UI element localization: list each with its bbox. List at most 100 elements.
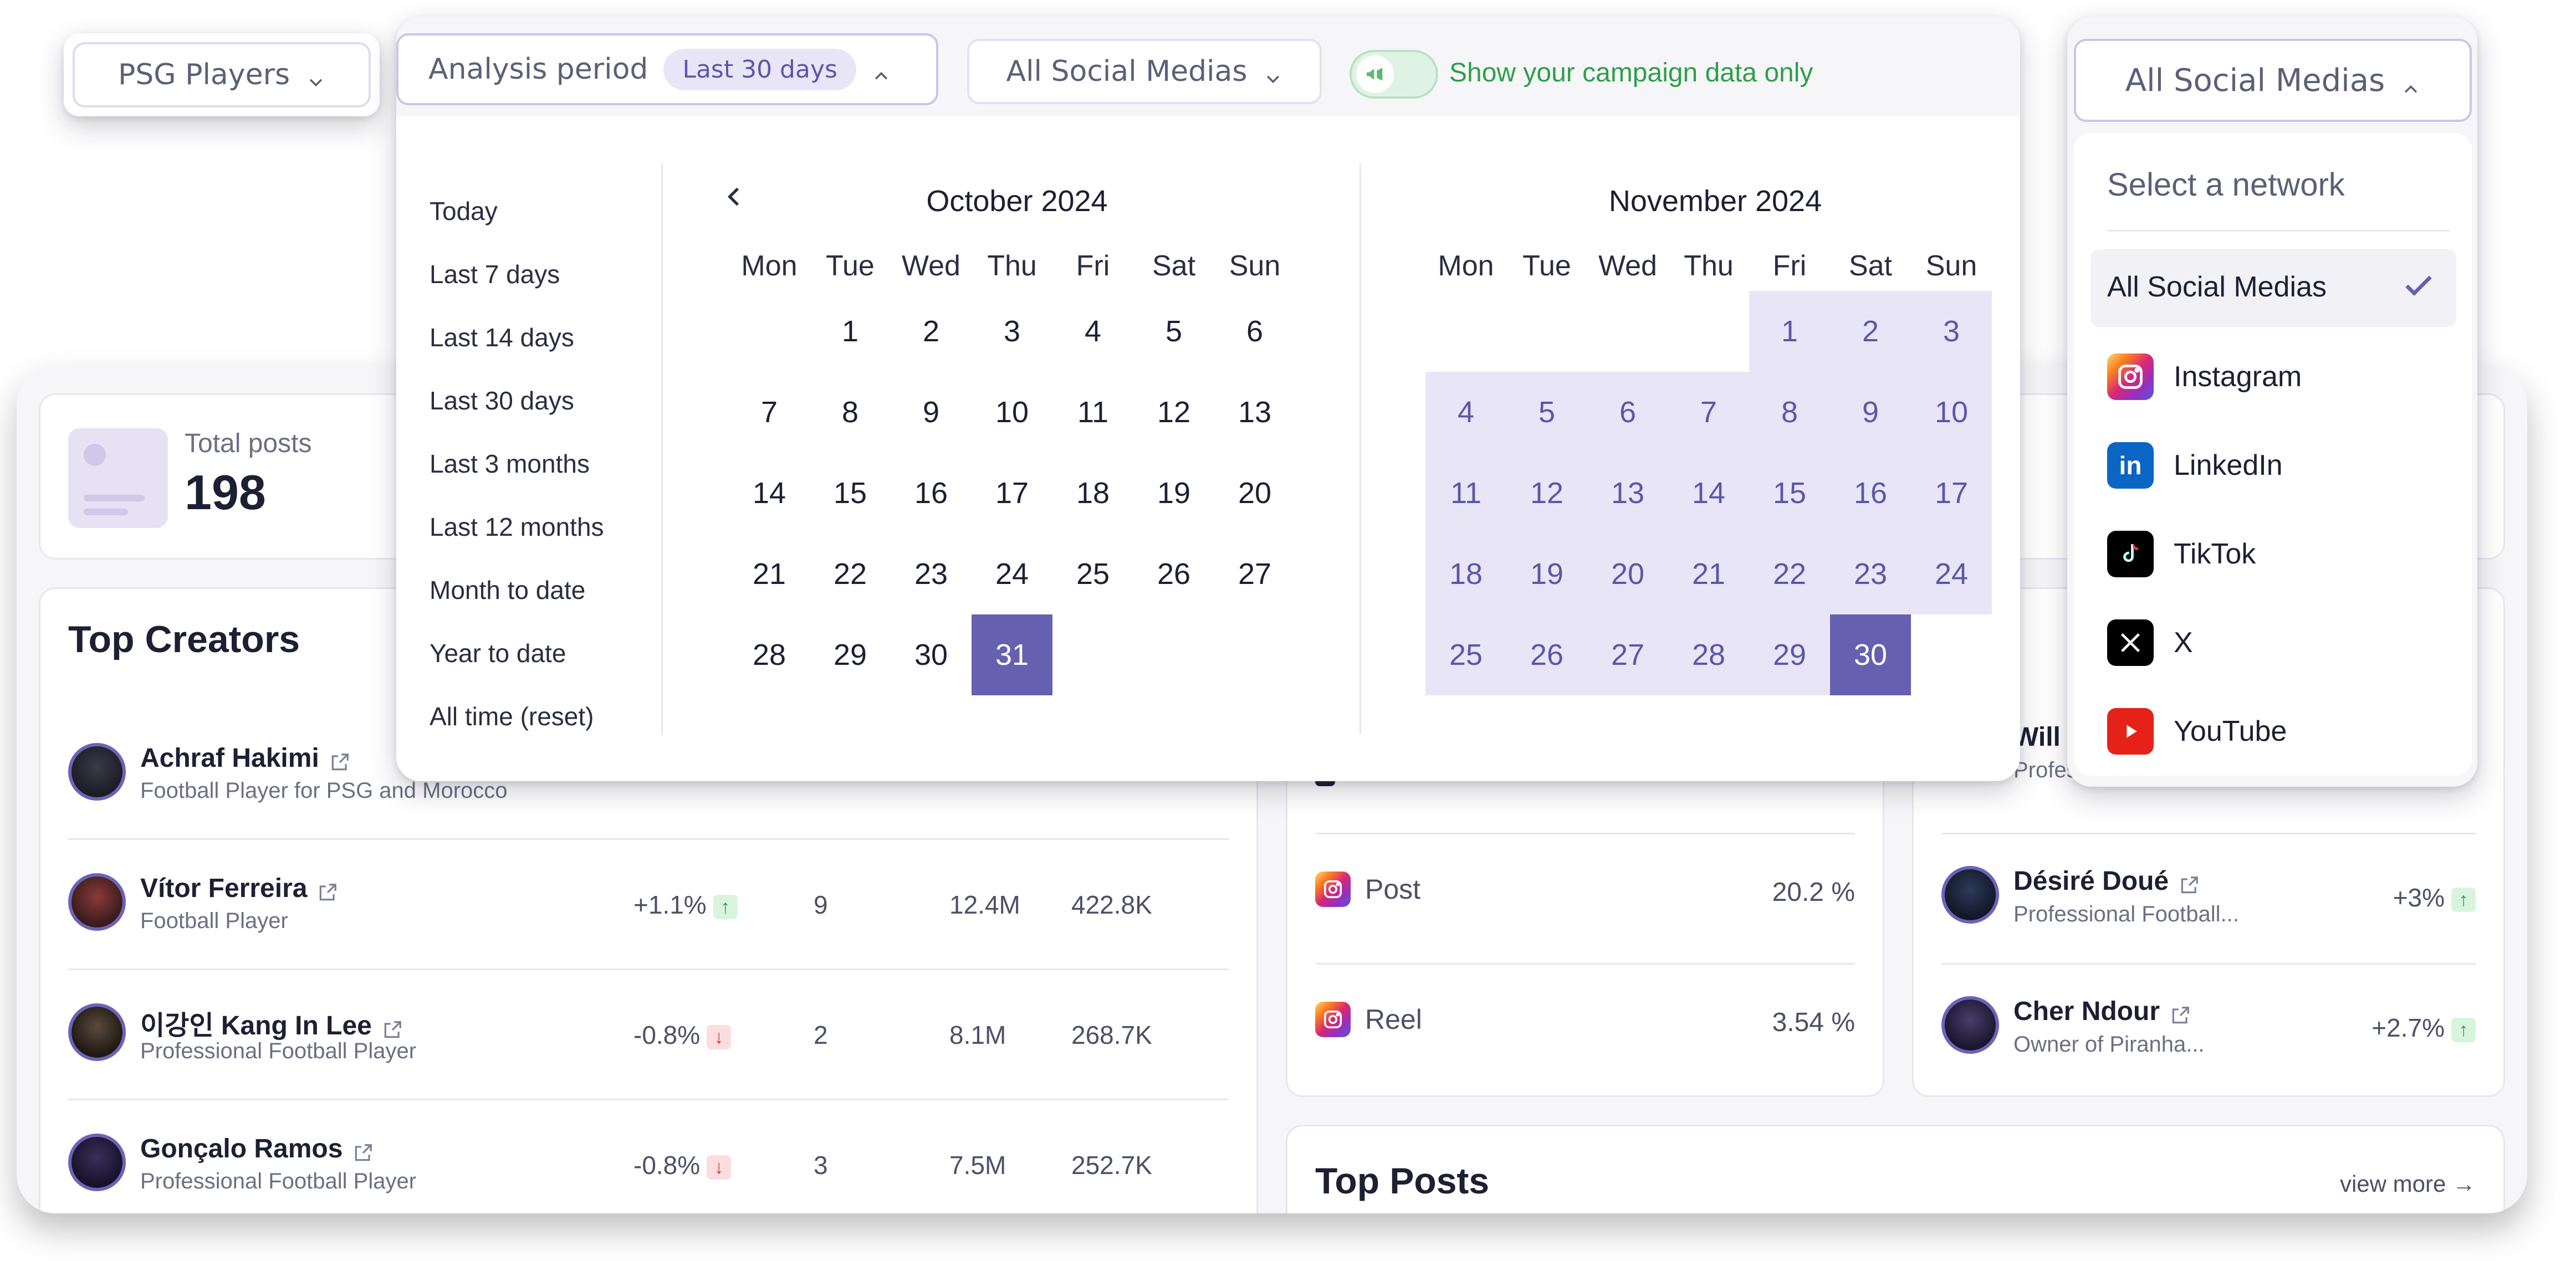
preset-year-to-date[interactable]: Year to date: [430, 639, 566, 668]
calendar-day[interactable]: 13: [1238, 396, 1272, 429]
creator-name[interactable]: Achraf Hakimi: [140, 743, 350, 773]
network-dropdown-button[interactable]: All Social Medias: [2074, 39, 2472, 122]
calendar-day[interactable]: 8: [841, 396, 859, 429]
calendar-day[interactable]: 24: [1911, 534, 1992, 614]
calendar-day[interactable]: 28: [752, 638, 786, 671]
creator-name[interactable]: Gonçalo Ramos: [140, 1134, 374, 1164]
network-option-x[interactable]: X: [2107, 609, 2193, 676]
calendar-day[interactable]: 27: [1238, 557, 1272, 591]
calendar-day[interactable]: 9: [922, 396, 940, 429]
calendar-day[interactable]: 3: [1911, 291, 1992, 372]
calendar-day[interactable]: 20: [1587, 534, 1668, 614]
calendar-day[interactable]: 6: [1587, 372, 1668, 453]
creator-name[interactable]: Cher Ndour: [2013, 996, 2191, 1027]
calendar-day[interactable]: 30: [914, 638, 948, 671]
table-row[interactable]: Vítor Ferreira Football Player +1.1% ↑ 9 …: [68, 841, 1229, 970]
calendar-day[interactable]: 26: [1506, 614, 1587, 695]
preset-last-7-days[interactable]: Last 7 days: [430, 260, 560, 289]
preset-last-14-days[interactable]: Last 14 days: [430, 323, 574, 352]
format-row-post[interactable]: Post: [1315, 872, 1420, 907]
network-option-youtube[interactable]: YouTube: [2107, 698, 2287, 765]
calendar-day[interactable]: 4: [1425, 372, 1506, 453]
table-row[interactable]: 이강인 Kang In Lee Professional Football Pl…: [68, 971, 1229, 1100]
calendar-day[interactable]: 9: [1830, 372, 1911, 453]
calendar-day[interactable]: 17: [1911, 453, 1992, 534]
view-more-link[interactable]: view more →: [2339, 1171, 2476, 1197]
calendar-day[interactable]: 31: [972, 614, 1052, 695]
calendar-day[interactable]: 18: [1425, 534, 1506, 614]
calendar-day[interactable]: 10: [1911, 372, 1992, 453]
preset-last-12-months[interactable]: Last 12 months: [430, 512, 604, 541]
preset-last-30-days[interactable]: Last 30 days: [430, 386, 574, 415]
calendar-day[interactable]: 12: [1157, 396, 1191, 429]
calendar-day[interactable]: 14: [1668, 453, 1749, 534]
network-option-instagram[interactable]: Instagram: [2107, 344, 2302, 410]
external-link-icon[interactable]: [2179, 872, 2200, 894]
calendar-day[interactable]: 16: [1830, 453, 1911, 534]
creator-name[interactable]: Désiré Doué: [2013, 866, 2200, 896]
calendar-day[interactable]: 29: [833, 638, 867, 671]
campaign-toggle[interactable]: [1350, 50, 1438, 99]
calendar-day[interactable]: 24: [995, 557, 1029, 591]
calendar-day[interactable]: 8: [1749, 372, 1830, 453]
preset-today[interactable]: Today: [430, 197, 498, 225]
calendar-day[interactable]: 21: [752, 557, 786, 591]
calendar-day[interactable]: 11: [1077, 396, 1109, 429]
calendar-day[interactable]: 1: [841, 315, 859, 348]
external-link-icon[interactable]: [382, 1017, 403, 1038]
calendar-day[interactable]: 1: [1749, 291, 1830, 372]
external-link-icon[interactable]: [2170, 1002, 2191, 1024]
calendar-day[interactable]: 15: [1749, 453, 1830, 534]
calendar-day[interactable]: 10: [995, 396, 1029, 429]
calendar-day[interactable]: 5: [1165, 315, 1183, 348]
calendar-day[interactable]: 12: [1506, 453, 1587, 534]
network-option-linkedin[interactable]: in LinkedIn: [2107, 432, 2283, 499]
preset-month-to-date[interactable]: Month to date: [430, 576, 586, 604]
calendar-day[interactable]: 16: [914, 476, 948, 510]
calendar-day[interactable]: 25: [1425, 614, 1506, 695]
network-option-all[interactable]: All Social Medias: [2091, 249, 2456, 327]
external-link-icon[interactable]: [317, 879, 338, 901]
calendar-day[interactable]: 27: [1587, 614, 1668, 695]
calendar-day[interactable]: 21: [1668, 534, 1749, 614]
creator-name[interactable]: Will: [2013, 722, 2061, 752]
calendar-day[interactable]: 4: [1084, 315, 1102, 348]
calendar-day[interactable]: 14: [752, 476, 786, 510]
calendar-day[interactable]: 7: [760, 396, 778, 429]
table-row[interactable]: Achraf Hakimi Football Player for PSG an…: [68, 711, 1229, 840]
creator-name[interactable]: Vítor Ferreira: [140, 873, 338, 904]
calendar-day[interactable]: 26: [1157, 557, 1191, 591]
calendar-day[interactable]: 20: [1238, 476, 1272, 510]
calendar-day[interactable]: 17: [995, 476, 1029, 510]
table-row[interactable]: Gonçalo Ramos Professional Football Play…: [68, 1101, 1229, 1213]
preset-all-time[interactable]: All time (reset): [430, 702, 594, 731]
calendar-day[interactable]: 30: [1830, 614, 1911, 695]
calendar-day[interactable]: 5: [1506, 372, 1587, 453]
calendar-day[interactable]: 23: [1830, 534, 1911, 614]
calendar-day[interactable]: 15: [833, 476, 867, 510]
calendar-day[interactable]: 22: [833, 557, 867, 591]
external-link-icon[interactable]: [329, 749, 350, 771]
preset-last-3-months[interactable]: Last 3 months: [430, 449, 590, 478]
format-row-reel[interactable]: Reel: [1315, 1002, 1422, 1037]
calendar-day[interactable]: 11: [1425, 453, 1506, 534]
calendar-day[interactable]: 3: [1003, 315, 1021, 348]
calendar-day[interactable]: 22: [1749, 534, 1830, 614]
group-filter-button[interactable]: PSG Players: [73, 42, 371, 107]
analysis-period-button[interactable]: Analysis period Last 30 days: [396, 33, 938, 105]
prev-month-icon[interactable]: [720, 183, 748, 211]
calendar-day[interactable]: 7: [1668, 372, 1749, 453]
calendar-day[interactable]: 29: [1749, 614, 1830, 695]
calendar-day[interactable]: 25: [1076, 557, 1110, 591]
network-option-tiktok[interactable]: TikTok: [2107, 521, 2256, 587]
calendar-day[interactable]: 13: [1587, 453, 1668, 534]
calendar-day[interactable]: 6: [1246, 315, 1264, 348]
calendar-day[interactable]: 23: [914, 557, 948, 591]
social-filter-button[interactable]: All Social Medias: [967, 39, 1322, 104]
calendar-day[interactable]: 2: [922, 315, 940, 348]
calendar-day[interactable]: 18: [1076, 476, 1110, 510]
external-link-icon[interactable]: [352, 1140, 374, 1161]
creator-name[interactable]: 이강인 Kang In Lee: [140, 1003, 403, 1042]
calendar-day[interactable]: 28: [1668, 614, 1749, 695]
calendar-day[interactable]: 2: [1830, 291, 1911, 372]
